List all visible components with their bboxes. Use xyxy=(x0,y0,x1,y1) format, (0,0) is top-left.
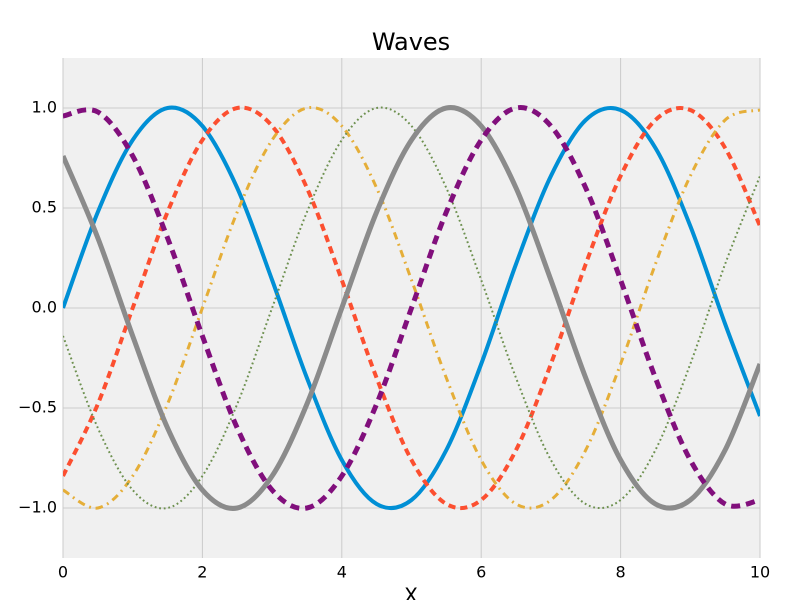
line-series xyxy=(63,105,760,511)
x-tick-label: 10 xyxy=(750,563,770,582)
x-tick-label: 4 xyxy=(337,563,347,582)
x-tick-label: 0 xyxy=(58,563,68,582)
line-series xyxy=(63,105,760,511)
chart-title: Waves xyxy=(372,28,450,56)
y-tick-label: 0.5 xyxy=(32,198,57,217)
y-tick-label: −1.0 xyxy=(18,498,57,517)
y-tick-label: −0.5 xyxy=(18,398,57,417)
line-series xyxy=(63,106,760,510)
x-tick-label: 2 xyxy=(197,563,207,582)
line-series xyxy=(63,105,760,511)
lines xyxy=(63,105,760,511)
y-tick-label: 1.0 xyxy=(32,98,57,117)
x-tick-label: 6 xyxy=(476,563,486,582)
x-tick-label: 8 xyxy=(616,563,626,582)
x-axis-label: X xyxy=(404,584,418,601)
labels: 0 2 4 6 8 10 −1.0 −0.5 0.0 0.5 1.0 xyxy=(18,98,770,582)
y-tick-label: 0.0 xyxy=(32,298,57,317)
line-series xyxy=(63,105,760,511)
